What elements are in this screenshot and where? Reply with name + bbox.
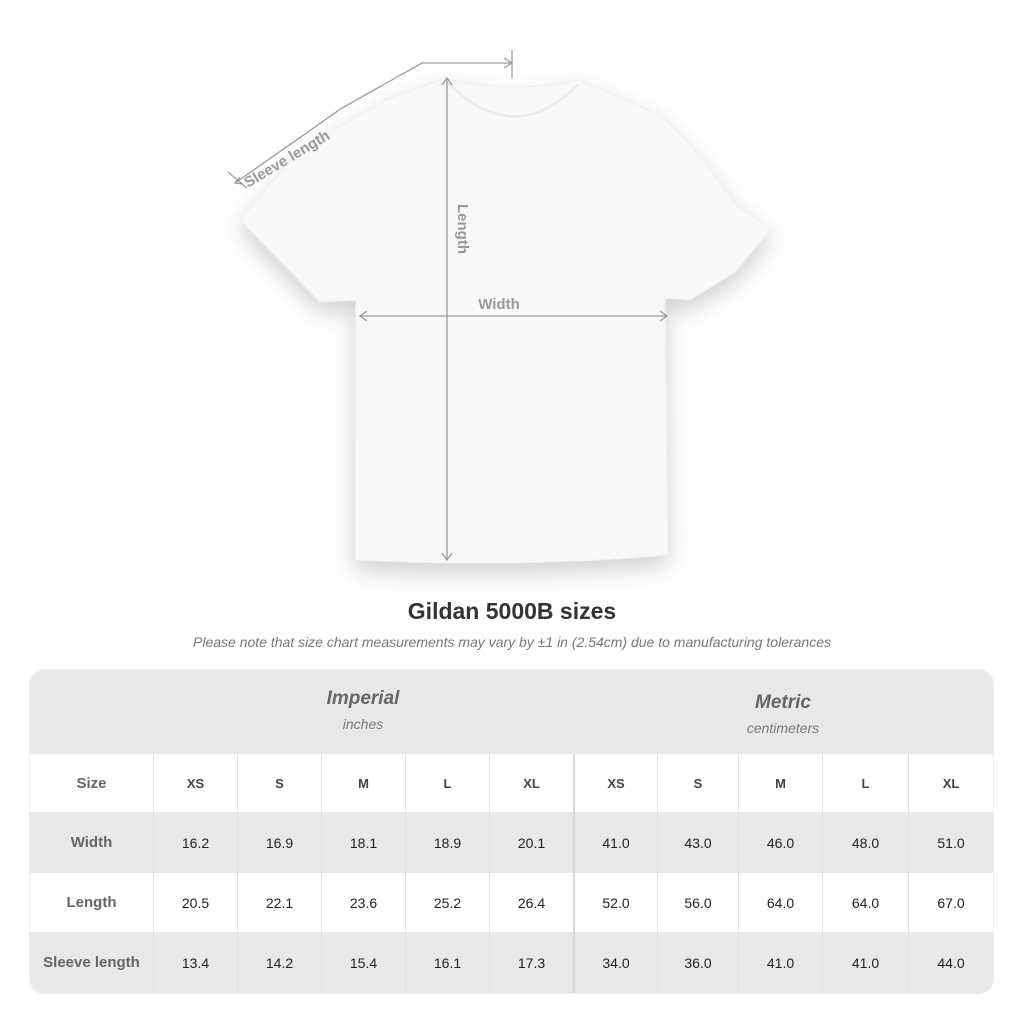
sleeve-length-line: [234, 62, 512, 184]
table-cell: 41.0: [822, 932, 908, 993]
size-header-cell: XS: [573, 754, 657, 812]
size-header-cell: S: [237, 754, 321, 812]
table-cell: 46.0: [738, 812, 822, 873]
size-header-cell: L: [822, 754, 908, 812]
table-cell: 52.0: [573, 873, 657, 932]
row-label: Sleeve length: [43, 954, 140, 971]
metric-unit: centimeters: [746, 720, 820, 736]
table-cell: 13.4: [153, 932, 237, 993]
table-cell: 64.0: [822, 873, 908, 932]
imperial-header: Imperial inches: [153, 688, 573, 732]
collar: [445, 80, 580, 118]
table-cell: 14.2: [237, 932, 321, 993]
table-cell: 67.0: [908, 873, 993, 932]
size-header-cell: XS: [153, 754, 237, 812]
table-cell: 16.2: [153, 812, 237, 873]
table-cell: 44.0: [908, 932, 993, 993]
row-label: Size: [76, 774, 107, 792]
size-header-cell: S: [657, 754, 738, 812]
page-title: Gildan 5000B sizes: [407, 598, 617, 624]
table-cell: 20.5: [153, 873, 237, 932]
table-row: Sleeve length 13.4 14.2 15.4 16.1 17.3 34.0 36.…: [30, 932, 993, 993]
table-cell: 20.1: [489, 812, 573, 873]
size-header-cell: XL: [489, 754, 573, 812]
metric-title: Metric: [755, 692, 811, 713]
table-cell: 26.4: [489, 873, 573, 932]
tshirt-shape: [239, 77, 773, 564]
table-cell: 51.0: [908, 812, 993, 873]
table-cell: 16.1: [405, 932, 489, 993]
table-cell: 56.0: [657, 873, 738, 932]
table-cell: 18.1: [321, 812, 405, 873]
tolerance-note: Please note that size chart measurements…: [193, 634, 831, 650]
length-label: Length: [454, 204, 471, 254]
size-header-cell: M: [738, 754, 822, 812]
size-header-cell: L: [405, 754, 489, 812]
imperial-title: Imperial: [326, 688, 400, 709]
table-cell: 15.4: [321, 932, 405, 993]
table-cell: 17.3: [489, 932, 573, 993]
table-cell: 16.9: [237, 812, 321, 873]
size-table: Imperial inches Metric centimeters Size X…: [30, 670, 993, 993]
width-label: Width: [478, 296, 520, 313]
size-header-cell: XL: [908, 754, 993, 812]
table-cell: 22.1: [237, 873, 321, 932]
imperial-unit: inches: [342, 716, 384, 732]
table-cell: 18.9: [405, 812, 489, 873]
table-cell: 36.0: [657, 932, 738, 993]
table-cell: 25.2: [405, 873, 489, 932]
table-cell: 48.0: [822, 812, 908, 873]
table-row: Width 16.2 16.9 18.1 18.9 20.1 41.0 43.0 46.0 48.…: [30, 812, 993, 873]
size-header-row: Size XS S M L XL XS S M L XL: [30, 754, 993, 812]
size-header-cell: M: [321, 754, 405, 812]
tshirt-diagram: Sleeve length Length Width: [227, 50, 773, 564]
table-cell: 41.0: [738, 932, 822, 993]
row-label: Length: [66, 894, 117, 911]
table-cell: 23.6: [321, 873, 405, 932]
row-label: Width: [70, 834, 113, 851]
table-cell: 43.0: [657, 812, 738, 873]
table-cell: 64.0: [738, 873, 822, 932]
table-cell: 41.0: [573, 812, 657, 873]
unit-header: Imperial inches Metric centimeters: [30, 670, 993, 754]
metric-header: Metric centimeters: [573, 692, 993, 736]
table-row: Length 20.5 22.1 23.6 25.2 26.4 52.0 56.0 64.0 64…: [30, 873, 993, 932]
table-cell: 34.0: [573, 932, 657, 993]
